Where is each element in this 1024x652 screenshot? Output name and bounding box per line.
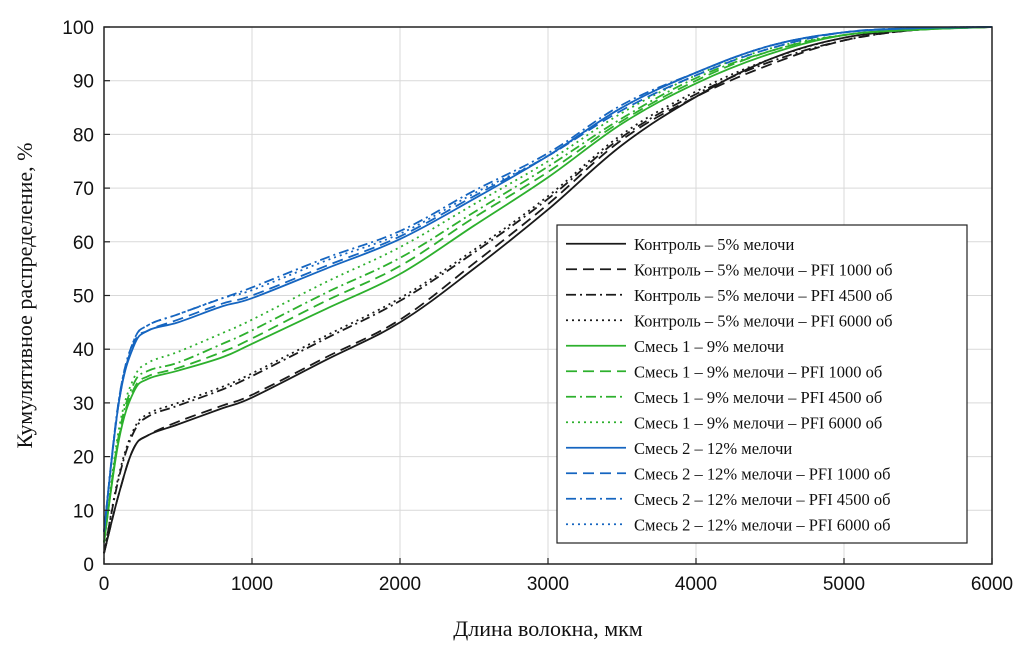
y-tick-label: 90: [73, 72, 94, 93]
legend-label: Смесь 2 – 12% мелочи – PFI 6000 об: [634, 515, 890, 534]
legend-label: Контроль – 5% мелочи – PFI 4500 об: [634, 286, 893, 305]
legend-label: Контроль – 5% мелочи: [634, 235, 794, 254]
legend-label: Смесь 1 – 9% мелочи – PFI 4500 об: [634, 388, 882, 407]
legend-label: Смесь 2 – 12% мелочи – PFI 4500 об: [634, 490, 890, 509]
series-line-6: [103, 26, 993, 543]
legend: Контроль – 5% мелочи Контроль – 5% мелочи…: [556, 224, 968, 544]
y-tick-label: 60: [73, 233, 94, 254]
y-tick-label: 0: [83, 555, 94, 576]
ticks: 0 1000 2000 3000 4000 5000 6000 0 10 20 30 40 50 60 70…: [62, 18, 1013, 595]
legend-label: Контроль – 5% мелочи – PFI 1000 об: [634, 260, 893, 279]
legend-label: Смесь 1 – 9% мелочи: [634, 337, 784, 356]
series-line-11: [103, 26, 993, 532]
y-tick-label: 100: [62, 18, 94, 39]
y-tick-label: 70: [73, 179, 94, 200]
x-axis-title: Длина волокна, мкм: [453, 616, 643, 641]
x-tick-label: 0: [99, 574, 110, 595]
y-tick-label: 50: [73, 287, 94, 308]
legend-label: Смесь 1 – 9% мелочи – PFI 1000 об: [634, 362, 882, 381]
legend-box: [556, 224, 968, 544]
series-line-3: [103, 26, 993, 554]
series-line-10: [103, 26, 993, 532]
legend-label: Смесь 2 – 12% мелочи – PFI 1000 об: [634, 464, 890, 483]
y-tick-label: 80: [73, 125, 94, 146]
series-layer: [103, 26, 993, 554]
y-tick-label: 10: [73, 501, 94, 522]
y-tick-label: 30: [73, 394, 94, 415]
x-tick-label: 4000: [675, 574, 717, 595]
legend-label: Смесь 2 – 12% мелочи: [634, 439, 792, 458]
x-tick-label: 2000: [379, 574, 421, 595]
x-tick-label: 6000: [971, 574, 1013, 595]
x-tick-label: 1000: [231, 574, 273, 595]
y-tick-label: 20: [73, 448, 94, 469]
y-tick-label: 40: [73, 340, 94, 361]
y-axis-title: Кумулятивное распределение, %: [12, 143, 37, 449]
legend-label: Смесь 1 – 9% мелочи – PFI 6000 об: [634, 413, 882, 432]
legend-label: Контроль – 5% мелочи – PFI 6000 об: [634, 311, 893, 330]
x-tick-label: 5000: [823, 574, 865, 595]
series-line-2: [103, 26, 993, 554]
series-line-8: [103, 26, 993, 543]
series-line-7: [103, 26, 993, 543]
series-line-5: [103, 26, 993, 543]
x-tick-label: 3000: [527, 574, 569, 595]
